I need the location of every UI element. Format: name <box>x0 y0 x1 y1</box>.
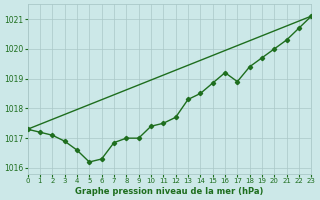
X-axis label: Graphe pression niveau de la mer (hPa): Graphe pression niveau de la mer (hPa) <box>75 187 264 196</box>
